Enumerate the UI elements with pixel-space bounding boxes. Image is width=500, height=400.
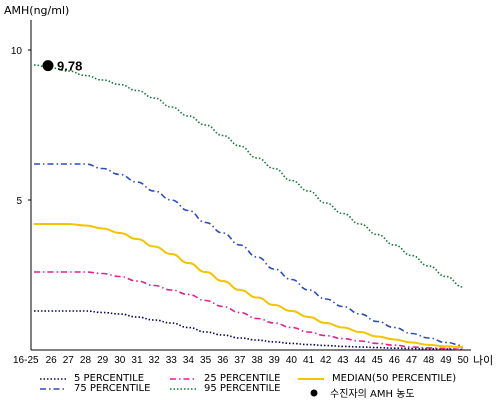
y-axis-title: AMH(ng/ml) [4,4,69,17]
x-tick-label: 32 [149,355,161,366]
x-tick-label: 27 [63,355,75,366]
x-tick-label: 31 [131,355,143,366]
x-tick-label: 28 [80,355,92,366]
y-tick-label: 10 [11,46,23,57]
x-tick-label: 35 [200,355,212,366]
x-axis-title: 나이 [473,354,493,367]
legend-label: 95 PERCENTILE [204,383,281,394]
series-line-75-percentile [34,163,464,347]
x-tick-label: 36 [217,355,229,366]
marker-layer: 9.78 [42,59,82,74]
x-tick-label: 39 [269,355,281,366]
x-tick-label: 38 [252,355,264,366]
series-line-median-50-percentile [34,223,464,348]
x-tick-label: 29 [97,355,109,366]
x-tick-label: 49 [440,355,452,366]
y-tick-label: 5 [16,196,22,207]
legend-swatch [40,377,66,380]
legend-swatch [40,387,66,390]
patient-amh-value-label: 9.78 [57,59,82,74]
x-tick-label: 43 [337,355,349,366]
legend-swatch [298,377,324,380]
legend-item: 75 PERCENTILE [40,383,150,394]
x-tick-label: 47 [406,355,418,366]
x-tick-label: 16-25 [13,355,39,366]
legend-label: 수진자의 AMH 농도 [330,389,415,400]
x-tick-label: 33 [166,355,178,366]
x-tick-label: 40 [286,355,298,366]
legend-item: MEDIAN(50 PERCENTILE) [298,373,456,384]
legend-item: 수진자의 AMH 농도 [308,385,415,400]
legend-item: 95 PERCENTILE [170,383,280,394]
legend-swatch [170,387,196,390]
x-tick-label: 48 [423,355,435,366]
series-line-5-percentile [34,310,464,351]
x-tick-label: 41 [303,355,315,366]
legend-item: 25 PERCENTILE [170,373,280,384]
x-tick-label: 26 [46,355,58,366]
legend-label: 75 PERCENTILE [74,383,151,394]
y-ticks: 10 5 [11,46,31,207]
series-line-25-percentile [34,271,464,351]
legend-label: MEDIAN(50 PERCENTILE) [332,373,457,384]
series-layer [33,64,464,351]
legend-label: 5 PERCENTILE [74,373,145,384]
x-ticks: 16-25 26 27 28 29 30 31 32 33 34 35 36 37 38 39 40 41 42 4… [13,355,469,366]
x-tick-label: 42 [320,355,332,366]
x-tick-label: 50 [457,355,469,366]
legend-label: 25 PERCENTILE [204,373,281,384]
x-tick-label: 46 [389,355,401,366]
series-line-95-percentile [33,64,464,288]
x-tick-label: 37 [234,355,246,366]
x-tick-label: 45 [372,355,384,366]
patient-amh-marker [42,60,54,72]
x-tick-label: 44 [354,355,366,366]
legend-swatch [310,389,318,396]
x-tick-label: 30 [114,355,126,366]
legend-swatch [170,377,196,380]
legend-item: 5 PERCENTILE [40,373,144,384]
x-tick-label: 34 [183,355,195,366]
